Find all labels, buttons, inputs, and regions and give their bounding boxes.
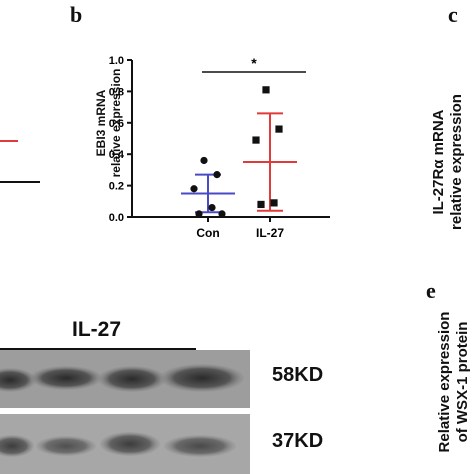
panel-e-label-line2: of WSX-1 protein (454, 321, 471, 443)
ebi3-scatter-chart: 0.0 0.2 0.4 0.6 0.8 1.0 Con IL-27 * (109, 55, 330, 240)
band-37kd-lane2 (36, 436, 96, 456)
y-tick-label: 0.4 (109, 149, 125, 161)
y-tick-label: 0.6 (109, 118, 124, 130)
y-tick-label: 0.2 (109, 181, 124, 193)
blot-group-label: IL-27 (72, 318, 122, 341)
blot-group-bracket (0, 348, 196, 350)
band-37kd-lane1 (0, 435, 34, 457)
panel-c-label-line1: IL-27Rα mRNA (430, 109, 447, 215)
panel-e-label-line1: Relative expression (436, 311, 453, 453)
left-panel-fragment (0, 140, 40, 183)
band-58kd-lane3 (98, 366, 166, 392)
band-58kd-lane2 (30, 366, 102, 390)
x-tick-label: Con (196, 226, 219, 240)
band-58kd-lane4 (160, 364, 244, 392)
y-tick-label: 0.8 (109, 86, 124, 98)
band-label-58kd: 58KD (272, 364, 324, 386)
data-point (262, 86, 270, 94)
chart-marks (181, 86, 297, 218)
data-point (270, 199, 278, 207)
chart-axes: 0.0 0.2 0.4 0.6 0.8 1.0 Con IL-27 (109, 55, 330, 240)
band-37kd-lane3 (100, 432, 160, 456)
data-point (200, 156, 208, 165)
y-tick-label: 1.0 (109, 55, 124, 67)
data-point (195, 210, 203, 218)
band-58kd-lane1 (0, 368, 36, 392)
data-point (257, 200, 265, 209)
data-point (208, 203, 216, 212)
panel-c-label-line2: relative expression (448, 94, 465, 230)
panel-c-y-axis-label: IL-27Rα mRNA relative expression (430, 62, 466, 262)
band-label-37kd: 37KD (272, 430, 324, 452)
y-tick-label: 0.0 (109, 212, 124, 224)
panel-letter-b: b (70, 2, 83, 27)
x-tick-label: IL-27 (256, 226, 284, 240)
band-37kd-lane4 (164, 435, 236, 457)
panel-letter-e: e (426, 278, 436, 303)
panel-e-y-axis-label: Relative expression of WSX-1 protein (436, 302, 472, 462)
significance-star: * (251, 55, 257, 71)
data-point (275, 125, 283, 133)
data-point (252, 136, 260, 144)
western-blot-image (0, 350, 250, 474)
significance-annotation: * (202, 55, 306, 73)
data-point (190, 185, 198, 193)
panel-letter-c: c (448, 2, 458, 27)
data-point (213, 171, 221, 179)
data-point (218, 210, 226, 218)
